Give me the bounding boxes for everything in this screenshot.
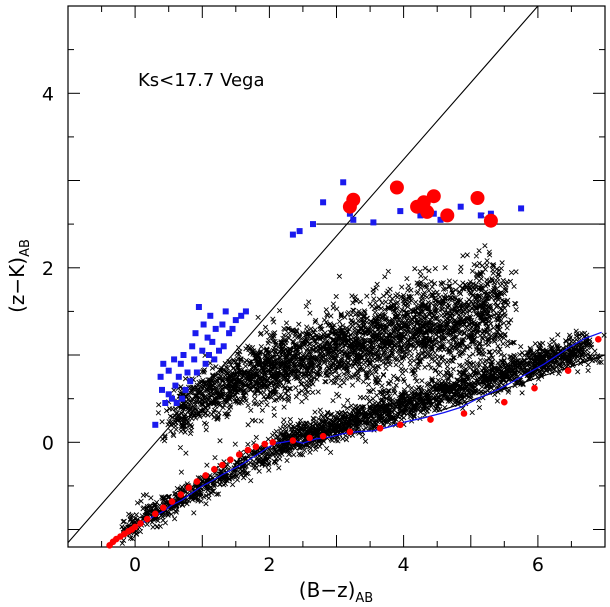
blue-square-point <box>174 400 180 406</box>
track-point <box>269 439 276 446</box>
x-tick-label: 0 <box>129 554 141 576</box>
y-axis-title: (z−K)AB <box>5 239 33 313</box>
blue-square-point <box>203 361 209 367</box>
red-circle-point <box>390 181 404 195</box>
blue-square-point <box>178 361 184 367</box>
red-circle-point <box>484 214 498 228</box>
blue-square-point <box>207 313 213 319</box>
track-point <box>202 472 209 479</box>
blue-square-point <box>194 370 200 376</box>
blue-square-point <box>183 387 189 393</box>
track-point <box>565 367 572 374</box>
blue-square-point <box>518 205 524 211</box>
track-point <box>377 425 384 432</box>
blue-square-point <box>162 400 168 406</box>
blue-square-point <box>370 219 376 225</box>
blue-square-point <box>297 228 303 234</box>
x-axis-title: (B−z)AB <box>299 578 373 606</box>
blue-square-point <box>158 374 164 380</box>
blue-square-point <box>166 368 172 374</box>
track-point <box>290 437 297 444</box>
blue-square-point <box>223 308 229 314</box>
track-point <box>169 498 176 505</box>
blue-square-point <box>219 322 225 328</box>
track-point <box>531 385 538 392</box>
track-point <box>152 511 159 518</box>
blue-square-point <box>179 396 185 402</box>
blue-square-point <box>193 330 199 336</box>
blue-square-point <box>221 343 227 349</box>
track-point <box>178 491 185 498</box>
blue-square-point <box>233 317 239 323</box>
red-circle-point <box>420 205 434 219</box>
blue-square-point <box>213 326 219 332</box>
blue-square-point <box>243 308 249 314</box>
track-point <box>397 422 404 429</box>
track-point <box>137 520 144 527</box>
track-point <box>186 484 193 491</box>
track-point <box>347 429 354 436</box>
blue-square-point <box>201 322 207 328</box>
blue-square-point <box>209 339 215 345</box>
blue-square-point <box>189 343 195 349</box>
y-tick-label: 4 <box>42 83 54 105</box>
x-tick-label: 4 <box>398 554 410 576</box>
blue-square-point <box>172 383 178 389</box>
blue-square-point <box>211 356 217 362</box>
blue-square-point <box>397 208 403 214</box>
blue-square-point <box>152 422 158 428</box>
red-circle-point <box>471 191 485 205</box>
blue-square-point <box>290 232 296 238</box>
y-tick-label: 0 <box>42 432 54 454</box>
blue-square-point <box>181 352 187 358</box>
blue-square-point <box>206 352 212 358</box>
track-point <box>320 433 327 440</box>
blue-square-point <box>199 348 205 354</box>
red-circle-point <box>440 208 454 222</box>
track-point <box>219 462 226 469</box>
x-tick-label: 2 <box>263 554 275 576</box>
blue-square-point <box>187 378 193 384</box>
track-point <box>144 516 151 523</box>
track-point <box>132 524 139 531</box>
blue-square-point <box>185 370 191 376</box>
track-point <box>194 478 201 485</box>
track-point <box>261 441 268 448</box>
track-point <box>160 504 167 511</box>
track-point <box>461 410 468 417</box>
y-tick-label: 2 <box>42 258 54 280</box>
blue-square-point <box>171 356 177 362</box>
blue-square-point <box>458 204 464 210</box>
track-point <box>306 435 313 442</box>
blue-square-point <box>176 374 182 380</box>
blue-square-point <box>159 387 165 393</box>
track-point <box>245 447 252 454</box>
blue-square-point <box>191 356 197 362</box>
blue-square-point <box>340 179 346 185</box>
track-point <box>227 456 234 463</box>
track-point <box>595 336 602 343</box>
x-tick-label: 6 <box>532 554 544 576</box>
blue-square-point <box>478 212 484 218</box>
blue-square-point <box>310 221 316 227</box>
track-point <box>211 466 218 473</box>
track-point <box>253 443 260 450</box>
blue-square-point <box>350 217 356 223</box>
track-point <box>427 416 434 423</box>
red-circle-point <box>427 189 441 203</box>
track-point <box>501 399 508 406</box>
blue-square-point <box>160 361 166 367</box>
blue-square-point <box>320 199 326 205</box>
selection-annotation: Ks<17.7 Vega <box>138 70 265 91</box>
red-circle-point <box>346 193 360 207</box>
blue-square-point <box>230 326 236 332</box>
track-point <box>236 451 243 458</box>
blue-square-point <box>196 304 202 310</box>
